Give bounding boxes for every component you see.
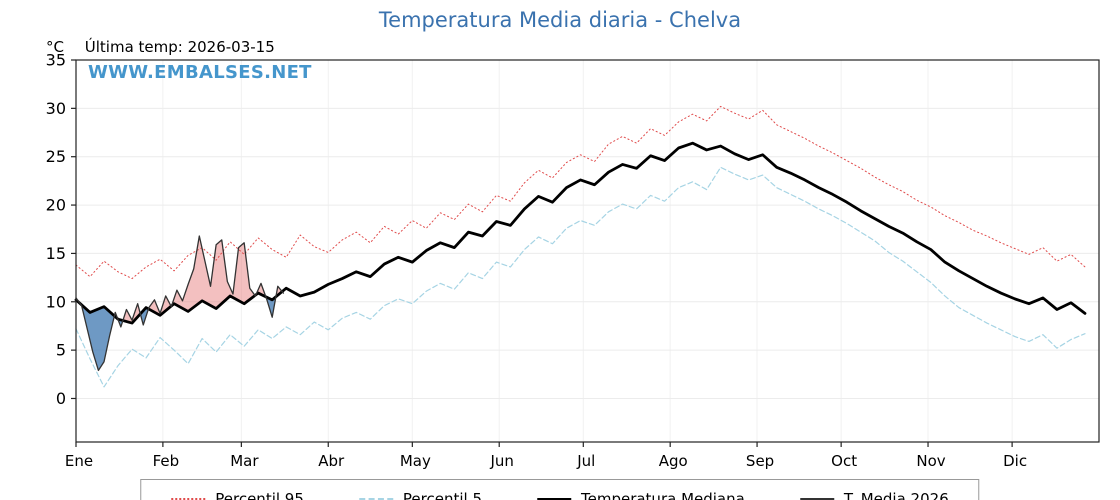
legend-label-mediana: Temperatura Mediana — [580, 490, 745, 500]
x-tick-label: Ene — [65, 452, 93, 470]
x-tick-label: May — [400, 452, 431, 470]
y-tick-label: 10 — [46, 292, 66, 311]
x-tick-label: Ago — [659, 452, 688, 470]
x-tick-label: Abr — [318, 452, 345, 470]
series-line-percentil-5 — [75, 166, 1086, 388]
watermark: WWW.EMBALSES.NET — [88, 62, 312, 83]
fill-below-median — [78, 301, 114, 371]
t-media-2026-line-sample-icon — [799, 498, 834, 500]
series-line-temperatura-mediana — [74, 141, 1087, 325]
legend: Percentil 95 Percentil 5 Temperatura Med… — [140, 479, 980, 500]
temperature-chart: 0 5 10 15 20 25 30 35 Ene Feb Mar Abr May Jun Jul Ago Se… — [46, 51, 1100, 470]
y-tick-label: 0 — [56, 389, 66, 408]
x-tick-label: Mar — [230, 452, 259, 470]
y-tick-label: 35 — [46, 51, 66, 70]
last-temp-label: Última temp: 2026-03-15 — [84, 38, 275, 56]
y-tick-label: 20 — [46, 196, 66, 215]
series-line-percentil-95 — [75, 105, 1086, 280]
percentil-5-line-sample-icon — [358, 498, 393, 500]
percentil-95-line-sample-icon — [171, 498, 206, 500]
series-line-t-media-2026 — [75, 235, 285, 372]
y-tick-label: 30 — [46, 99, 66, 118]
y-tick-label: 5 — [56, 341, 66, 360]
x-tick-label: Dic — [1003, 452, 1027, 470]
legend-item-percentil-5: Percentil 5 — [358, 490, 482, 500]
x-tick-label: Jun — [489, 452, 513, 470]
mediana-line-sample-icon — [536, 497, 571, 500]
legend-label-percentil-95: Percentil 95 — [215, 490, 304, 500]
legend-item-mediana: Temperatura Mediana — [536, 490, 745, 500]
x-tick-label: Sep — [746, 452, 774, 470]
y-tick-label: 25 — [46, 147, 66, 166]
fill-below-median — [116, 316, 123, 327]
page-title: Temperatura Media diaria - Chelva — [378, 8, 742, 32]
y-axis-unit-label: °C — [46, 38, 64, 56]
x-tick-label: Feb — [153, 452, 180, 470]
legend-label-percentil-5: Percentil 5 — [402, 490, 482, 500]
chart-subheader: °C Última temp: 2026-03-15 — [46, 38, 275, 56]
y-tick-label: 15 — [46, 244, 66, 263]
plot-frame — [75, 59, 1100, 443]
legend-item-t-media-2026: T. Media 2026 — [799, 490, 949, 500]
legend-item-percentil-95: Percentil 95 — [171, 490, 304, 500]
x-tick-label: Jul — [576, 452, 595, 470]
fill-below-median — [139, 307, 148, 325]
x-tick-label: Nov — [916, 452, 945, 470]
legend-label-t-media-2026: T. Media 2026 — [843, 490, 949, 500]
x-tick-label: Oct — [831, 452, 857, 470]
